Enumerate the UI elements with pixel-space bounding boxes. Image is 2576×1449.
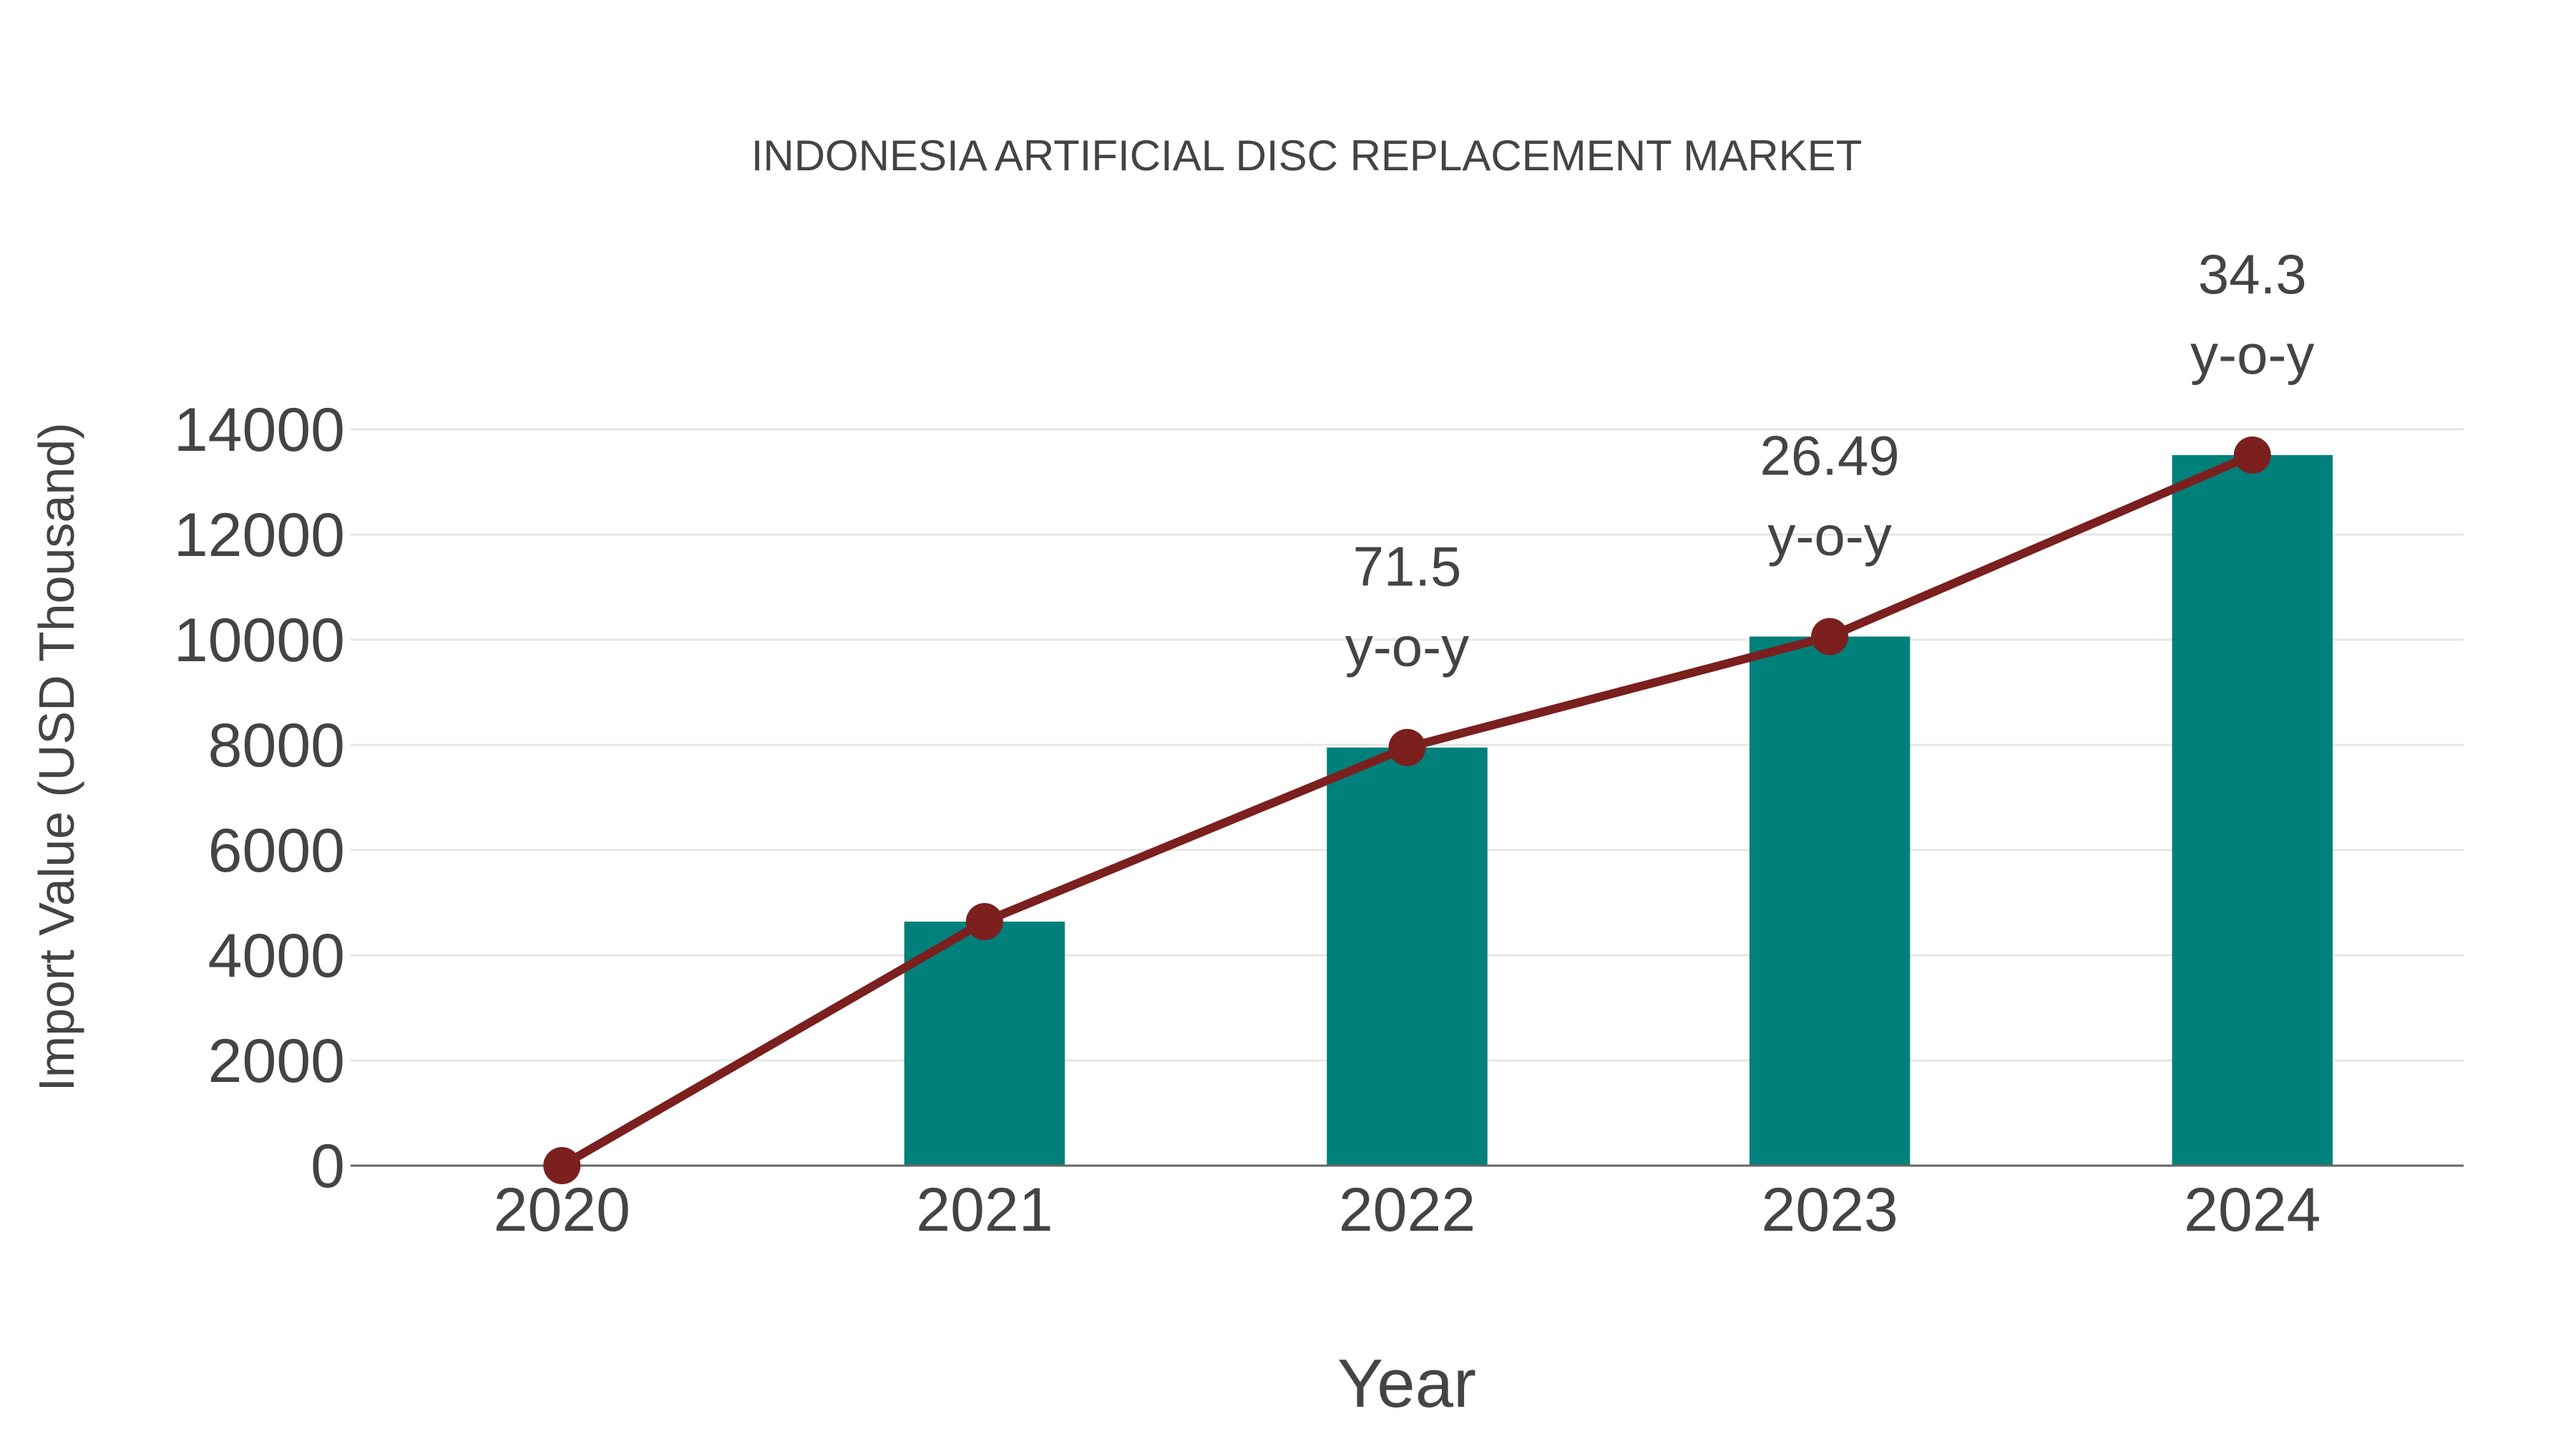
x-axis-ticks: 2020 2021 2022 2023 2024 [494, 1176, 2321, 1244]
trend-marker-2023 [1811, 618, 1849, 655]
trend-marker-2021 [965, 902, 1003, 940]
x-tick-label: 2021 [916, 1176, 1053, 1244]
y-tick-label: 12000 [174, 501, 345, 570]
y-tick-label: 8000 [208, 711, 345, 780]
y-tick-label: 4000 [208, 922, 345, 990]
trend-marker-2020 [543, 1147, 581, 1184]
bar-2021 [904, 921, 1065, 1166]
x-tick-label: 2024 [2184, 1176, 2321, 1244]
bar-2022 [1327, 747, 1488, 1166]
yoy-value: 71.5 [1353, 535, 1462, 598]
yoy-value: 26.49 [1760, 424, 1899, 487]
bar-series [904, 455, 2333, 1166]
y-tick-label: 0 [311, 1132, 345, 1201]
y-axis-ticks: 0 2000 4000 6000 8000 10000 12000 14000 [174, 396, 345, 1201]
trend-marker-2022 [1388, 728, 1426, 766]
y-axis-title: Import Value (USD Thousand) [29, 422, 84, 1091]
yoy-annotations: 71.5 y-o-y 26.49 y-o-y 34.3 y-o-y [1345, 243, 2315, 678]
trend-line-series [543, 436, 2271, 1184]
y-tick-label: 6000 [208, 816, 345, 885]
x-tick-label: 2020 [494, 1176, 630, 1244]
x-tick-label: 2022 [1339, 1176, 1475, 1244]
yoy-label: y-o-y [2190, 323, 2314, 386]
yoy-label: y-o-y [1767, 504, 1891, 567]
bar-2024 [2172, 455, 2333, 1166]
y-tick-label: 14000 [174, 396, 345, 464]
x-axis-title: Year [1337, 1345, 1476, 1422]
trend-marker-2024 [2233, 436, 2271, 474]
yoy-value: 34.3 [2198, 243, 2307, 306]
bar-2023 [1749, 636, 1911, 1166]
yoy-label: y-o-y [1345, 615, 1469, 678]
y-tick-label: 10000 [174, 606, 345, 675]
y-tick-label: 2000 [208, 1027, 345, 1096]
x-tick-label: 2023 [1761, 1176, 1898, 1244]
chart-title: INDONESIA ARTIFICIAL DISC REPLACEMENT MA… [751, 132, 1863, 180]
